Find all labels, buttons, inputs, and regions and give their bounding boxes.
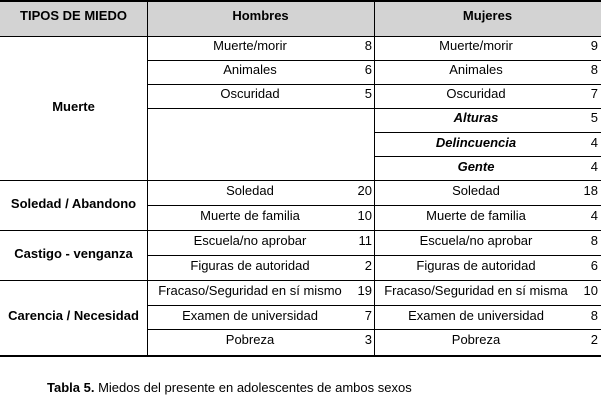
row-separator	[147, 255, 374, 256]
women-fear-label: Soledad	[452, 183, 500, 198]
men-fear-count: 3	[364, 332, 372, 347]
women-fear-label: Oscuridad	[446, 86, 506, 101]
women-fear-label: Figuras de autoridad	[416, 258, 536, 273]
men-fear-label: Figuras de autoridad	[190, 258, 310, 273]
women-fear-count: 7	[590, 86, 598, 101]
men-fear-label: Soledad	[226, 183, 274, 198]
women-fear-count: 5	[590, 110, 598, 125]
women-fear-count: 6	[590, 258, 598, 273]
women-fear-count: 8	[590, 233, 598, 248]
women-fear-count: 2	[590, 332, 598, 347]
row-separator	[374, 305, 601, 306]
table-caption: Tabla 5. Miedos del presente en adolesce…	[47, 380, 412, 395]
group-carencia-necesidad: Carencia / Necesidad	[8, 308, 139, 323]
row-separator	[147, 305, 374, 306]
men-fear-label: Escuela/no aprobar	[193, 233, 307, 248]
women-fear-count: 8	[590, 62, 598, 77]
women-fear-label: Gente	[457, 159, 495, 174]
header-women: Mujeres	[462, 8, 513, 23]
caption-label: Tabla 5.	[47, 380, 95, 395]
women-fear-count: 10	[583, 283, 598, 298]
men-fear-count: 19	[357, 283, 372, 298]
row-separator	[147, 84, 374, 85]
men-fear-count: 8	[364, 38, 372, 53]
row-separator	[147, 60, 374, 61]
group-separator	[0, 280, 601, 281]
men-fear-label: Fracaso/Seguridad en sí mismo	[158, 283, 342, 298]
men-fear-count: 5	[364, 86, 372, 101]
group-separator	[0, 230, 601, 231]
men-fear-count: 20	[357, 183, 372, 198]
women-fear-label: Delincuencia	[435, 135, 517, 150]
men-fear-count: 2	[364, 258, 372, 273]
women-fear-count: 8	[590, 308, 598, 323]
header-background	[0, 0, 601, 36]
women-fear-label: Escuela/no aprobar	[419, 233, 533, 248]
women-fear-label: Fracaso/Seguridad en sí misma	[384, 283, 568, 298]
women-fear-count: 4	[590, 208, 598, 223]
row-separator	[147, 205, 374, 206]
row-separator	[374, 205, 601, 206]
women-fear-label: Pobreza	[451, 332, 501, 347]
row-separator	[374, 132, 601, 133]
men-fear-label: Examen de universidad	[182, 308, 318, 323]
women-fear-label: Examen de universidad	[408, 308, 544, 323]
women-fear-label: Muerte de familia	[426, 208, 526, 223]
header-bottom-rule	[0, 36, 601, 37]
header-fear-types: TIPOS DE MIEDO	[20, 8, 127, 23]
row-separator	[374, 156, 601, 157]
header-men: Hombres	[232, 8, 289, 23]
men-fear-label: Pobreza	[225, 332, 275, 347]
row-separator	[147, 108, 374, 109]
men-fear-label: Muerte/morir	[213, 38, 287, 53]
men-fear-label: Muerte de familia	[200, 208, 300, 223]
group-muerte: Muerte	[52, 99, 95, 114]
column-rule	[147, 0, 148, 356]
row-separator	[147, 329, 374, 330]
women-fear-count: 4	[590, 159, 598, 174]
fear-types-table: TIPOS DE MIEDO Hombres Mujeres Muerte So…	[0, 0, 601, 357]
men-fear-label: Oscuridad	[220, 86, 280, 101]
table-bottom-rule	[0, 355, 601, 357]
group-soledad-abandono: Soledad / Abandono	[10, 196, 137, 211]
women-fear-count: 9	[590, 38, 598, 53]
column-rule	[374, 0, 375, 356]
men-fear-label: Animales	[223, 62, 277, 77]
women-fear-count: 18	[583, 183, 598, 198]
table-top-rule	[0, 0, 601, 2]
women-fear-label: Alturas	[453, 110, 499, 125]
men-fear-count: 10	[357, 208, 372, 223]
group-castigo-venganza: Castigo - venganza	[14, 246, 133, 261]
men-fear-count: 11	[358, 233, 373, 248]
men-fear-count: 7	[364, 308, 372, 323]
caption-text: Miedos del presente en adolescentes de a…	[94, 380, 412, 395]
row-separator	[374, 329, 601, 330]
row-separator	[374, 60, 601, 61]
row-separator	[374, 255, 601, 256]
row-separator	[374, 108, 601, 109]
women-fear-label: Muerte/morir	[439, 38, 513, 53]
row-separator	[374, 84, 601, 85]
women-fear-count: 4	[590, 135, 598, 150]
group-separator	[0, 180, 601, 181]
men-fear-count: 6	[364, 62, 372, 77]
women-fear-label: Animales	[449, 62, 503, 77]
